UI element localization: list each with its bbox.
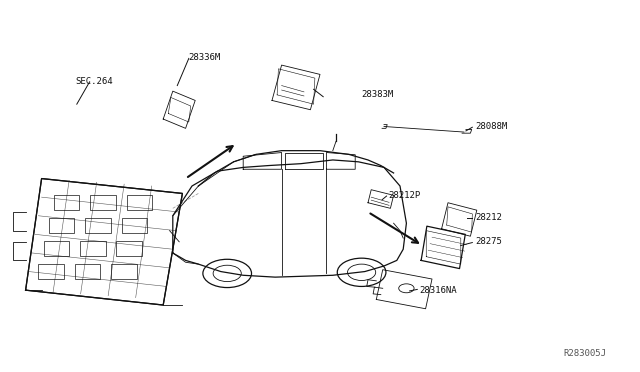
Bar <box>90 195 116 210</box>
Bar <box>54 195 79 210</box>
Text: 28336M: 28336M <box>189 53 221 62</box>
Bar <box>38 264 64 279</box>
Bar <box>80 241 106 256</box>
Bar <box>116 241 142 256</box>
Text: 28088M: 28088M <box>475 122 507 131</box>
Bar <box>127 195 152 210</box>
Text: R283005J: R283005J <box>563 349 606 358</box>
Bar <box>111 264 137 279</box>
Bar <box>44 241 69 256</box>
Text: 28212P: 28212P <box>388 191 420 200</box>
Text: 28316NA: 28316NA <box>419 286 457 295</box>
Bar <box>75 264 100 279</box>
Text: 28383M: 28383M <box>362 90 394 99</box>
Bar <box>49 218 74 233</box>
Bar <box>85 218 111 233</box>
Text: 28275: 28275 <box>475 237 502 246</box>
Bar <box>122 218 147 233</box>
Text: 28212: 28212 <box>475 213 502 222</box>
Text: SEC.264: SEC.264 <box>76 77 113 86</box>
